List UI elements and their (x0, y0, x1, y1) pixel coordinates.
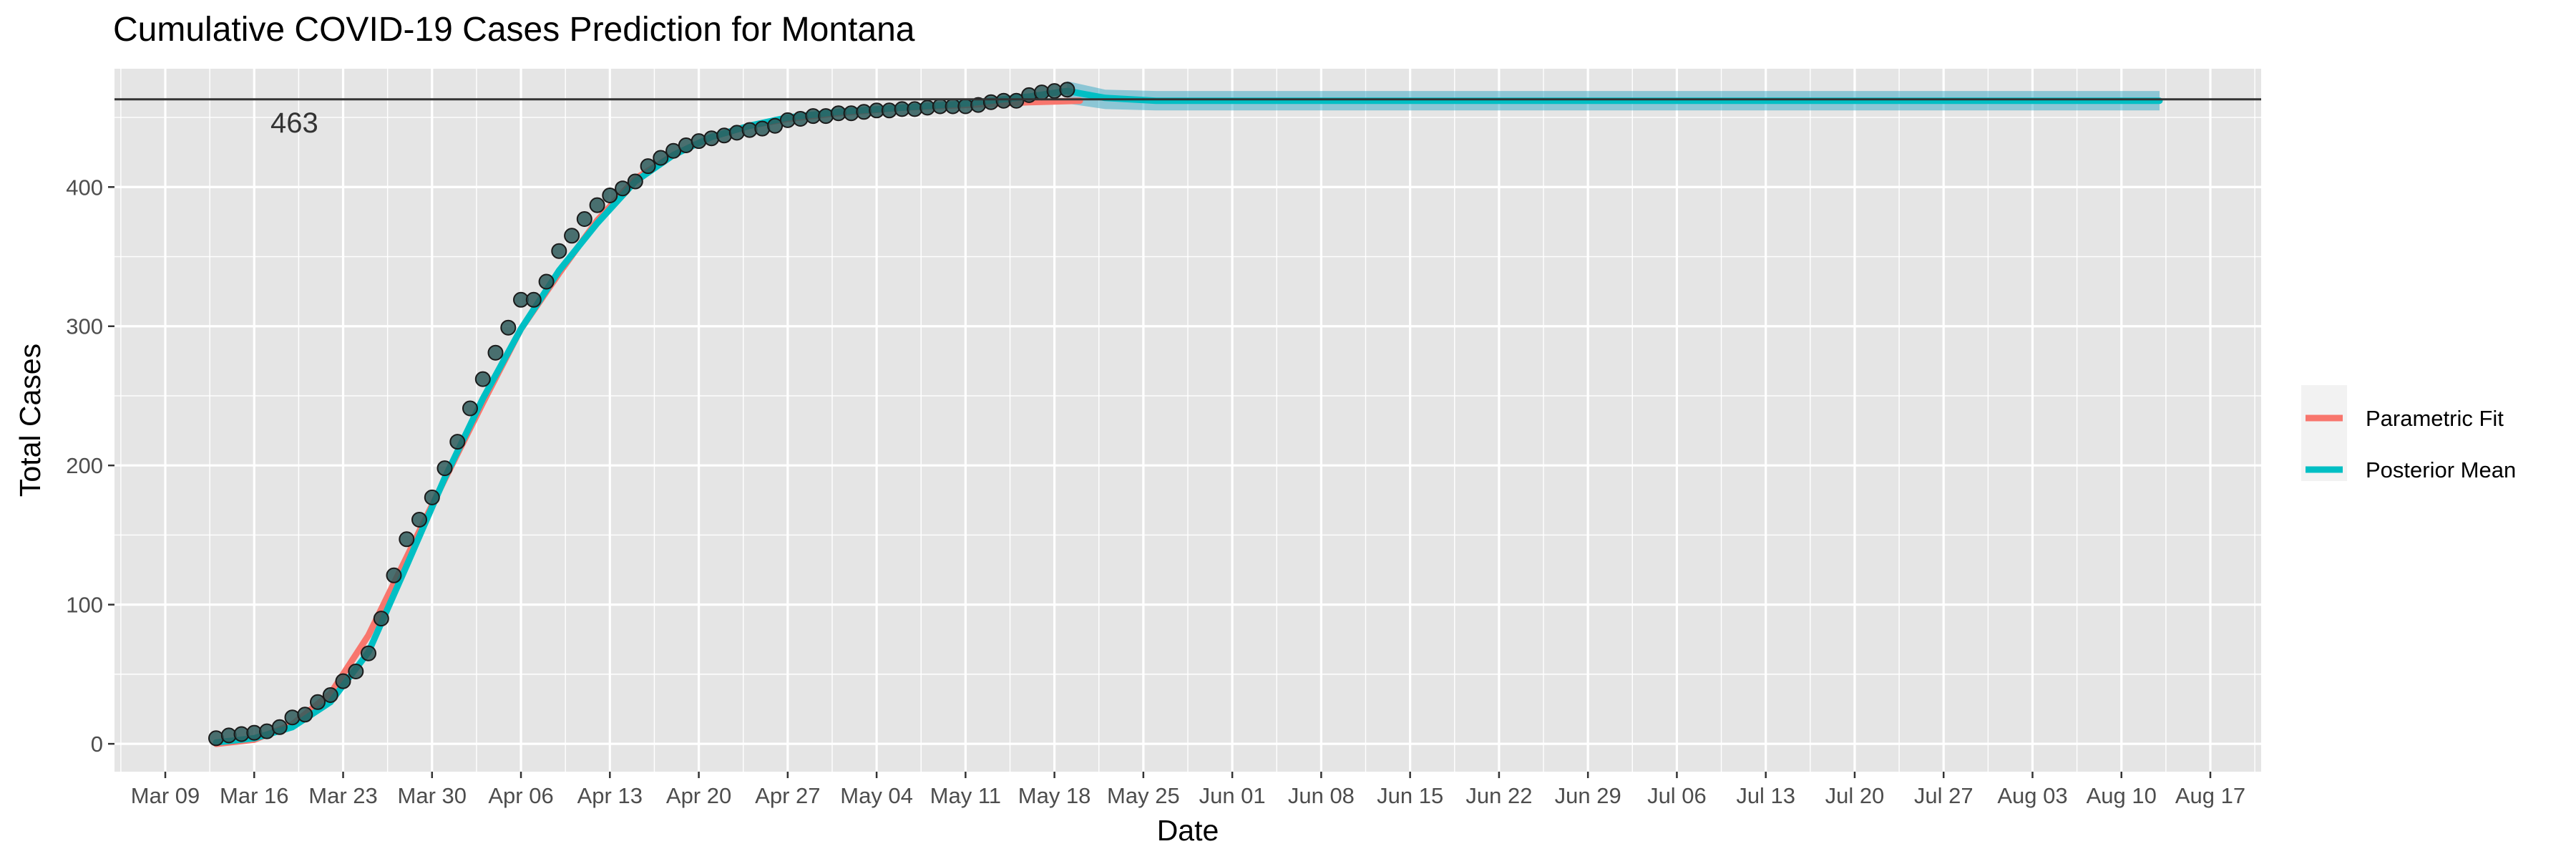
observed-point (728, 125, 745, 141)
x-tick-label: May 11 (930, 783, 1001, 808)
observed-point (386, 567, 402, 583)
observed-points (208, 82, 1075, 747)
x-tick-label: Jun 01 (1199, 783, 1266, 808)
observed-point (615, 180, 631, 197)
x-tick-label: Jun 15 (1377, 783, 1443, 808)
observed-point (399, 531, 415, 548)
x-tick-label: Mar 09 (131, 783, 200, 808)
x-tick-label: Aug 17 (2175, 783, 2245, 808)
observed-point (322, 687, 338, 703)
observed-point (500, 319, 517, 336)
observed-point (525, 291, 542, 308)
observed-point (602, 188, 618, 203)
x-tick-label: Apr 20 (666, 783, 731, 808)
x-axis-ticks: Mar 09 Mar 16 Mar 23 Mar 30 Apr 06 Apr 13 Apr … (131, 772, 2245, 808)
observed-point (564, 228, 580, 244)
chart-title: Cumulative COVID-19 Cases Prediction for… (113, 11, 915, 49)
x-axis-title: Date (1157, 814, 1219, 847)
major-gridlines (114, 69, 2261, 772)
legend-key-background (2301, 385, 2347, 481)
y-tick-label: 300 (66, 314, 103, 339)
x-tick-label: Jul 20 (1825, 783, 1885, 808)
observed-point (424, 489, 440, 505)
observed-point (449, 434, 466, 450)
observed-point (436, 460, 453, 477)
x-tick-label: Jul 06 (1647, 783, 1707, 808)
x-tick-label: Apr 06 (488, 783, 553, 808)
legend-label: Parametric Fit (2366, 406, 2504, 431)
x-tick-label: Aug 03 (1997, 783, 2067, 808)
observed-point (589, 197, 605, 213)
observed-point (474, 371, 491, 387)
x-tick-label: Mar 16 (220, 783, 288, 808)
observed-point (297, 707, 313, 723)
x-tick-label: Jun 22 (1465, 783, 1532, 808)
x-tick-label: May 04 (840, 783, 913, 808)
observed-point (271, 719, 288, 735)
reference-line-label: 463 (270, 107, 318, 139)
minor-gridlines (114, 69, 2261, 772)
x-tick-label: Apr 13 (577, 783, 643, 808)
observed-point (691, 133, 707, 150)
observed-point (335, 673, 351, 689)
observed-point (310, 694, 326, 710)
y-tick-label: 100 (66, 593, 103, 618)
x-tick-label: Apr 27 (755, 783, 820, 808)
legend: Parametric Fit Posterior Mean (2301, 385, 2516, 482)
observed-point (576, 211, 592, 227)
observed-point (487, 344, 504, 361)
observed-point (361, 645, 376, 661)
observed-point (411, 512, 427, 528)
observed-point (627, 173, 643, 190)
observed-point (1059, 82, 1075, 98)
observed-point (551, 243, 567, 259)
x-tick-label: Jun 08 (1288, 783, 1355, 808)
y-tick-label: 400 (66, 175, 103, 200)
legend-item-posterior-mean: Posterior Mean (2306, 457, 2516, 482)
observed-point (653, 150, 669, 166)
y-axis-title: Total Cases (14, 344, 47, 497)
observed-point (818, 108, 834, 125)
legend-label: Posterior Mean (2366, 457, 2516, 482)
observed-point (284, 709, 301, 726)
x-tick-label: Mar 30 (398, 783, 467, 808)
observed-point (640, 158, 656, 175)
x-tick-label: Jul 13 (1736, 783, 1795, 808)
legend-item-parametric-fit: Parametric Fit (2306, 406, 2504, 431)
x-tick-label: Jul 27 (1914, 783, 1974, 808)
observed-point (716, 127, 733, 144)
x-tick-label: Aug 10 (2087, 783, 2157, 808)
observed-point (703, 130, 720, 147)
x-tick-label: Jun 29 (1555, 783, 1621, 808)
y-tick-label: 200 (66, 453, 103, 478)
observed-point (462, 400, 478, 417)
x-tick-label: Mar 23 (308, 783, 377, 808)
x-tick-label: May 25 (1107, 783, 1180, 808)
y-axis-ticks: 0 100 200 300 400 (66, 175, 114, 757)
observed-point (538, 273, 555, 290)
x-tick-label: May 18 (1018, 783, 1091, 808)
observed-point (348, 664, 364, 679)
observed-point (754, 120, 771, 137)
observed-point (208, 730, 224, 747)
observed-point (373, 611, 389, 627)
y-tick-label: 0 (91, 732, 103, 757)
observed-point (792, 111, 809, 127)
